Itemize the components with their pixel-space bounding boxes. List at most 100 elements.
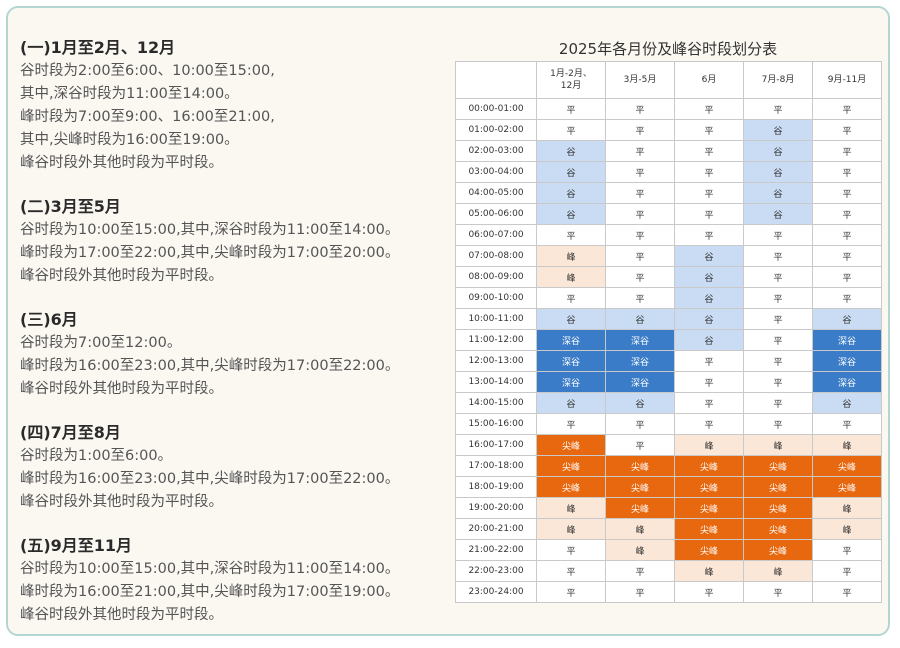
time-slot-cell: 23:00-24:00 [455,581,537,603]
period-cell: 平 [674,413,744,435]
time-slot-cell: 03:00-04:00 [455,161,537,183]
table-row: 12:00-13:00 深谷 深谷平平深谷 [455,350,882,372]
period-cell: 峰 [536,266,606,288]
section-line: 峰谷时段外其他时段为平时段。 [20,494,223,510]
time-slot-cell: 14:00-15:00 [455,392,537,414]
period-cell: 平 [743,308,813,330]
period-cell: 平 [743,371,813,393]
time-slot-cell: 22:00-23:00 [455,560,537,582]
period-cell: 平 [605,182,675,204]
header-time [455,61,537,99]
period-cell: 平 [674,392,744,414]
period-cell: 谷 [674,266,744,288]
table-body: 00:00-01:00 平平平平平 01:00-02:00 平平平谷平 02:00-03… [455,98,882,603]
table-row: 13:00-14:00 深谷 深谷平平深谷 [455,371,882,393]
period-cell: 平 [536,581,606,603]
table-row: 06:00-07:00 平平平平平 [455,224,882,246]
period-cell: 平 [536,287,606,309]
period-cell: 尖峰 [674,455,744,477]
period-cell: 尖峰 [674,518,744,540]
period-cell: 峰 [674,560,744,582]
period-cell: 谷 [674,329,744,351]
section-jul-aug: (四)7月至8月 谷时段为1:00至6:00。 峰时段为16:00至23:00,… [20,421,445,514]
period-cell: 平 [605,140,675,162]
table-row: 21:00-22:00 平峰尖峰 尖峰平 [455,539,882,561]
period-cell: 平 [605,98,675,120]
time-slot-cell: 18:00-19:00 [455,476,537,498]
period-cell: 平 [674,182,744,204]
period-cell: 谷 [536,182,606,204]
section-sep-nov: (五)9月至11月 谷时段为10:00至15:00,其中,深谷时段为11:00至… [20,534,445,627]
table-row: 19:00-20:00 峰尖峰 尖峰 尖峰峰 [455,497,882,519]
period-cell: 深谷 [536,329,606,351]
period-cell: 平 [812,581,882,603]
table-row: 16:00-17:00 尖峰平峰峰峰 [455,434,882,456]
period-cell: 谷 [536,140,606,162]
table-row: 04:00-05:00 谷平平谷平 [455,182,882,204]
period-cell: 谷 [812,308,882,330]
time-slot-cell: 06:00-07:00 [455,224,537,246]
period-cell: 谷 [743,140,813,162]
time-slot-cell: 10:00-11:00 [455,308,537,330]
period-cell: 平 [605,434,675,456]
period-cell: 深谷 [605,329,675,351]
table-row: 05:00-06:00 谷平平谷平 [455,203,882,225]
section-title: (三)6月 [20,310,78,329]
period-cell: 平 [743,245,813,267]
period-cell: 平 [605,224,675,246]
period-cell: 尖峰 [674,476,744,498]
period-cell: 深谷 [605,350,675,372]
period-cell: 平 [674,350,744,372]
section-line: 峰时段为17:00至22:00,其中,尖峰时段为17:00至20:00。 [20,245,400,261]
table-row: 15:00-16:00 平平平平平 [455,413,882,435]
table-row: 07:00-08:00 峰平谷平平 [455,245,882,267]
period-cell: 峰 [812,434,882,456]
time-slot-cell: 11:00-12:00 [455,329,537,351]
period-cell: 平 [536,560,606,582]
section-line: 谷时段为10:00至15:00,其中,深谷时段为11:00至14:00。 [20,222,400,238]
period-cell: 平 [605,119,675,141]
period-cell: 平 [674,98,744,120]
table-row: 20:00-21:00 峰峰尖峰 尖峰峰 [455,518,882,540]
section-line: 谷时段为7:00至12:00。 [20,335,182,351]
time-slot-cell: 20:00-21:00 [455,518,537,540]
period-cell: 峰 [812,497,882,519]
section-line: 峰谷时段外其他时段为平时段。 [20,381,223,397]
section-line: 谷时段为10:00至15:00,其中,深谷时段为11:00至14:00。 [20,561,400,577]
period-cell: 平 [812,224,882,246]
period-cell: 谷 [743,182,813,204]
period-cell: 平 [812,203,882,225]
period-cell: 平 [674,581,744,603]
period-cell: 谷 [674,245,744,267]
period-cell: 峰 [605,518,675,540]
period-cell: 平 [812,182,882,204]
table-row: 08:00-09:00 峰平谷平平 [455,266,882,288]
period-cell: 尖峰 [743,539,813,561]
table-row: 22:00-23:00 平平峰峰平 [455,560,882,582]
period-cell: 峰 [674,434,744,456]
period-cell: 平 [605,287,675,309]
period-cell: 平 [536,413,606,435]
period-cell: 深谷 [536,350,606,372]
section-line: 谷时段为1:00至6:00。 [20,448,173,464]
period-cell: 谷 [674,308,744,330]
table-row: 02:00-03:00 谷平平谷平 [455,140,882,162]
period-cell: 尖峰 [605,497,675,519]
section-title: (一)1月至2月、12月 [20,38,176,57]
period-cell: 平 [605,203,675,225]
section-line: 峰谷时段外其他时段为平时段。 [20,268,223,284]
period-cell: 尖峰 [743,455,813,477]
section-line: 峰时段为16:00至23:00,其中,尖峰时段为17:00至22:00。 [20,471,400,487]
table-row: 18:00-19:00 尖峰 尖峰 尖峰 尖峰 尖峰 [455,476,882,498]
time-slot-cell: 01:00-02:00 [455,119,537,141]
period-cell: 平 [743,287,813,309]
period-cell: 尖峰 [536,455,606,477]
period-cell: 平 [536,224,606,246]
time-slot-cell: 04:00-05:00 [455,182,537,204]
section-mar-may: (二)3月至5月 谷时段为10:00至15:00,其中,深谷时段为11:00至1… [20,195,445,288]
period-cell: 平 [674,161,744,183]
period-cell: 平 [674,140,744,162]
time-slot-cell: 15:00-16:00 [455,413,537,435]
period-cell: 平 [743,329,813,351]
period-cell: 平 [605,161,675,183]
